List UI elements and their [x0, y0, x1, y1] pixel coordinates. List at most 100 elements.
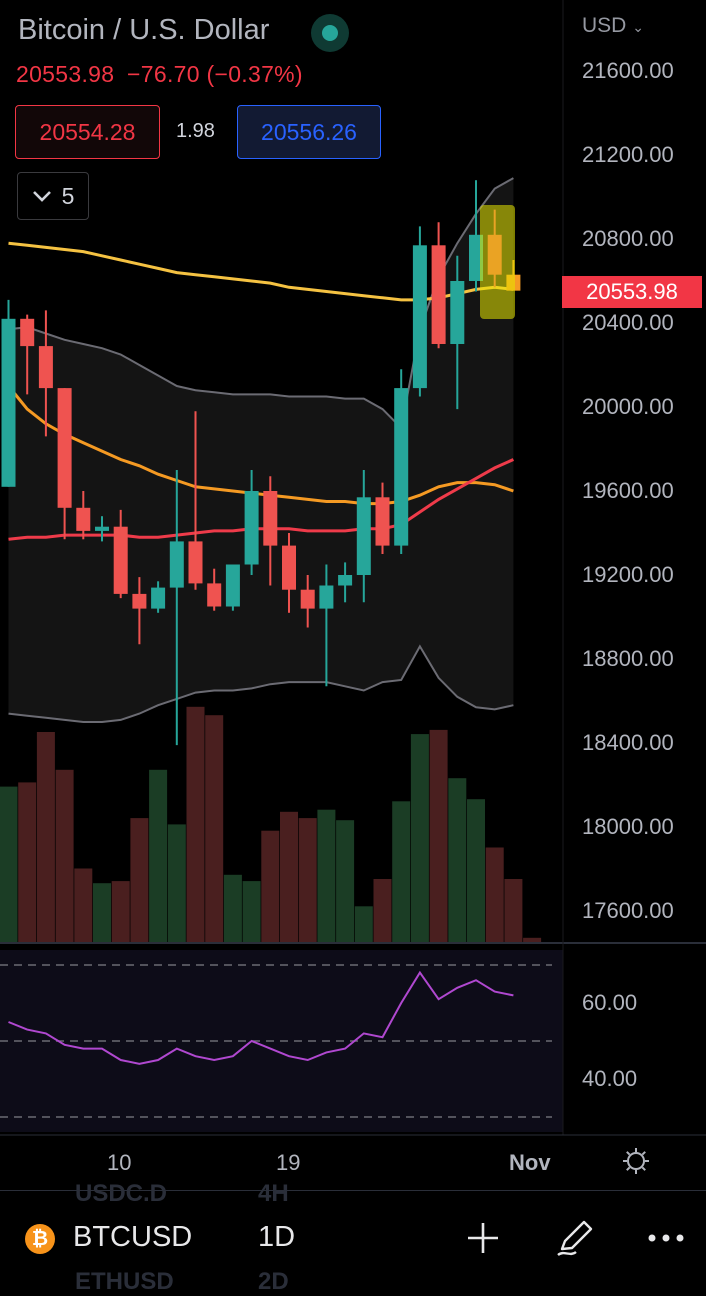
candle-body	[132, 593, 147, 609]
volume-bar	[205, 715, 224, 942]
bollinger-cloud	[8, 178, 514, 723]
volume-bar	[261, 830, 280, 942]
volume-bar	[336, 820, 355, 942]
volume-bar	[504, 879, 523, 942]
volume-bar	[467, 799, 485, 942]
volume-bar	[410, 734, 429, 942]
candle-body	[169, 541, 184, 588]
volume-bar	[223, 874, 242, 942]
candle-body	[300, 589, 315, 609]
bollinger-upper-line	[8, 177, 514, 431]
volume-bar	[93, 883, 111, 942]
candle-body	[113, 526, 128, 594]
candle-body	[1, 318, 16, 487]
sell-button[interactable]: 20554.28	[15, 105, 160, 159]
candle-body	[263, 491, 278, 546]
candle-body	[20, 318, 35, 347]
symbol-selector[interactable]: BTCUSD	[73, 1221, 193, 1253]
price-axis-label: 20400.00	[582, 310, 674, 335]
ghost-symbol: ETHUSD	[75, 1268, 174, 1295]
volume-bar	[111, 881, 130, 942]
candle-body	[57, 388, 72, 508]
volume-bar	[523, 937, 542, 942]
price-change-line: 20553.98 −76.70 (−0.37%)	[16, 61, 303, 88]
price-axis-label: 19200.00	[582, 562, 674, 587]
price-axis-label: 21200.00	[582, 142, 674, 167]
candle-body	[207, 583, 222, 607]
candle-body	[95, 526, 109, 531]
symbol-title: Bitcoin / U.S. Dollar	[18, 14, 270, 46]
volume-bar	[149, 769, 168, 942]
add-button[interactable]	[459, 1214, 507, 1262]
drawing-tools-button[interactable]	[551, 1214, 599, 1262]
candle-body	[319, 585, 334, 609]
ghost-symbol: USDC.D	[75, 1180, 168, 1207]
volume-bar	[0, 786, 18, 942]
volume-bar	[36, 732, 55, 942]
rsi-axis-label: 60.00	[582, 990, 638, 1015]
candle-body	[188, 541, 203, 584]
indicators-toggle[interactable]: 5	[17, 172, 89, 220]
price-axis-label: 21600.00	[582, 58, 674, 83]
chevron-down-icon: ⌄	[632, 19, 644, 35]
ghost-interval: 4H	[258, 1180, 289, 1207]
more-button[interactable]	[642, 1214, 690, 1262]
moving-average-line	[8, 458, 515, 541]
price-axis-label: 20000.00	[582, 394, 674, 419]
plus-icon	[468, 1223, 498, 1253]
more-icon	[648, 1234, 684, 1242]
moving-average-line	[8, 241, 514, 302]
price-axis-label: 18800.00	[582, 646, 674, 671]
candle-body	[151, 587, 166, 609]
volume-bar	[55, 769, 74, 942]
bitcoin-icon: ₿	[25, 1224, 55, 1254]
gear-icon[interactable]	[621, 1146, 651, 1176]
price-axis-label: 20800.00	[582, 226, 674, 251]
moving-average-line	[7, 385, 514, 506]
candle-body	[412, 245, 427, 389]
chevron-down-icon	[32, 191, 51, 202]
ghost-interval: 2D	[258, 1268, 289, 1295]
interval-selector[interactable]: 1D	[258, 1221, 296, 1253]
candle-body	[469, 234, 483, 281]
last-price: 20553.98	[16, 61, 115, 87]
volume-bar	[298, 818, 317, 942]
candle-body	[76, 507, 91, 531]
live-dot	[322, 25, 338, 41]
volume-bar	[167, 824, 186, 942]
candle-body	[450, 281, 465, 344]
spread-value: 1.98	[176, 120, 215, 142]
volume-bar	[485, 847, 504, 942]
volume-bar	[448, 778, 467, 942]
candle-body	[225, 564, 240, 607]
market-status-icon[interactable]	[311, 14, 349, 52]
volume-bar	[130, 818, 149, 942]
price-chart[interactable]	[0, 0, 706, 1190]
candle-body	[394, 388, 409, 546]
volume-bar	[429, 729, 448, 942]
price-axis-label: 17600.00	[582, 898, 674, 923]
volume-bar	[317, 809, 336, 942]
price-axis-label: 19600.00	[582, 478, 674, 503]
time-axis-label: 19	[276, 1150, 301, 1175]
volume-bar	[392, 801, 411, 942]
candle-body	[244, 491, 259, 565]
candle-body	[375, 497, 390, 546]
rsi-axis-label: 40.00	[582, 1066, 638, 1091]
volume-bar	[18, 782, 37, 942]
buy-button[interactable]: 20556.26	[237, 105, 381, 159]
pen-icon	[557, 1220, 593, 1257]
volume-bar	[242, 881, 261, 942]
currency-selector[interactable]: USD ⌄	[582, 14, 644, 37]
price-axis-label: 18000.00	[582, 814, 674, 839]
volume-bar	[186, 706, 205, 942]
current-candle-highlight	[480, 205, 515, 319]
price-axis-label: 18400.00	[582, 730, 674, 755]
volume-bar	[354, 906, 373, 942]
current-price-tag: 20553.98	[562, 276, 702, 308]
candle-body	[282, 545, 296, 590]
time-axis-label: 10	[107, 1150, 132, 1175]
bollinger-lower-line	[8, 644, 514, 723]
candle-body	[38, 346, 53, 389]
candle-body	[338, 575, 353, 586]
